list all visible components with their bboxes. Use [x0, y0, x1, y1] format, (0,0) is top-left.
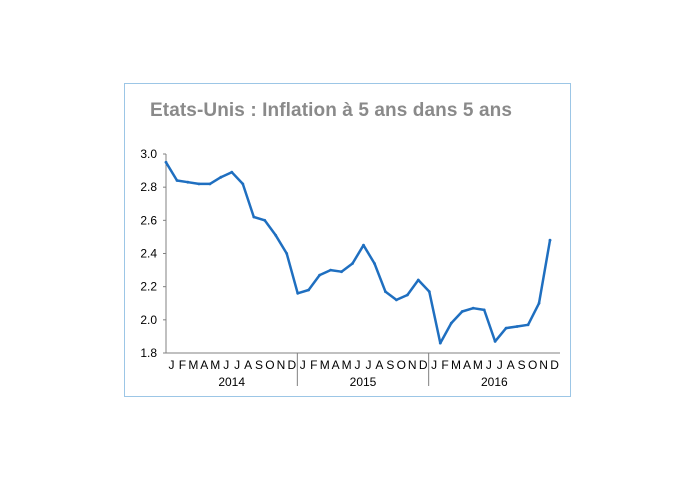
data-point [460, 310, 464, 313]
data-point [449, 321, 453, 325]
data-point [197, 182, 201, 186]
x-tick-label: F [179, 358, 186, 372]
y-tick-label: 2.2 [140, 280, 157, 294]
data-point [526, 323, 530, 327]
chart-frame [124, 83, 571, 397]
x-tick-label: A [463, 358, 471, 372]
plot-area [164, 160, 552, 345]
x-tick-label: N [539, 358, 548, 372]
data-point [241, 182, 245, 186]
x-tick-label: O [528, 358, 537, 372]
data-point [263, 218, 267, 222]
data-point [274, 233, 278, 237]
x-tick-label: M [188, 358, 198, 372]
data-point [351, 262, 354, 265]
x-tick-label: N [408, 358, 417, 372]
y-tick-label: 2.8 [140, 180, 157, 194]
data-point [471, 306, 475, 310]
data-point [395, 298, 398, 302]
x-tick-label: J [300, 358, 306, 372]
data-point [548, 238, 552, 242]
x-tick-label: J [355, 358, 361, 372]
data-point [307, 288, 310, 292]
y-tick-label: 2.4 [140, 247, 157, 261]
x-tick-label: A [375, 358, 383, 372]
data-point [329, 268, 332, 272]
y-tick-label: 2.0 [140, 313, 157, 327]
data-point [537, 301, 541, 305]
data-point [504, 326, 508, 330]
x-tick-label: D [550, 358, 559, 372]
x-tick-label: F [441, 358, 448, 372]
x-tick-label: S [386, 358, 394, 372]
x-tick-label: A [244, 358, 252, 372]
x-tick-label: M [451, 358, 461, 372]
data-point [384, 290, 387, 293]
data-point [515, 325, 519, 328]
data-point [406, 293, 409, 297]
data-point [373, 262, 376, 265]
data-point [493, 340, 497, 343]
x-tick-label: J [431, 358, 437, 372]
data-point [427, 290, 431, 293]
y-axis: 3.0 2.8 2.6 2.4 2.2 2.0 1.8 [140, 147, 167, 360]
x-tick-label: J [234, 358, 240, 372]
x-tick-label: A [507, 358, 515, 372]
x-tick-label: J [168, 358, 174, 372]
data-point [362, 243, 365, 247]
data-point [175, 179, 179, 182]
data-point [296, 291, 300, 295]
data-point [208, 182, 212, 186]
x-tick-label: S [255, 358, 263, 372]
y-tick-label: 1.8 [140, 346, 157, 360]
series-line [164, 161, 552, 345]
x-tick-label: D [419, 358, 428, 372]
x-tick-label: J [497, 358, 503, 372]
x-tick-label: M [342, 358, 352, 372]
data-point [219, 175, 223, 179]
data-point [340, 270, 343, 274]
x-year-label: 2015 [350, 375, 377, 389]
x-tick-label: F [310, 358, 317, 372]
data-point [482, 308, 486, 312]
x-year-label: 2016 [481, 375, 508, 389]
x-year-label: 2014 [218, 375, 245, 389]
x-tick-label: J [486, 358, 492, 372]
x-tick-label: J [223, 358, 229, 372]
data-point [438, 341, 442, 345]
y-tick-label: 2.6 [140, 213, 157, 227]
data-point [186, 180, 190, 184]
x-tick-label: M [473, 358, 483, 372]
x-tick-label: D [288, 358, 297, 372]
x-tick-label: A [332, 358, 340, 372]
data-point [252, 215, 256, 219]
x-tick-label: O [397, 358, 406, 372]
x-tick-label: O [265, 358, 274, 372]
x-tick-label: M [210, 358, 220, 372]
x-tick-label: J [365, 358, 371, 372]
y-tick-label: 3.0 [140, 147, 157, 161]
x-axis: J F M A M J J A S O N D J F M A M J J A S O N D J F M A M J J A S O N D2014… [166, 352, 560, 389]
data-point [230, 170, 234, 174]
x-tick-label: A [200, 358, 208, 372]
x-tick-label: N [277, 358, 286, 372]
x-tick-label: S [518, 358, 526, 372]
chart-title: Etats-Unis : Inflation à 5 ans dans 5 an… [150, 100, 513, 121]
data-point [164, 160, 168, 164]
data-point [318, 273, 321, 277]
data-point [416, 278, 420, 282]
data-point [285, 252, 289, 255]
x-tick-label: M [320, 358, 330, 372]
